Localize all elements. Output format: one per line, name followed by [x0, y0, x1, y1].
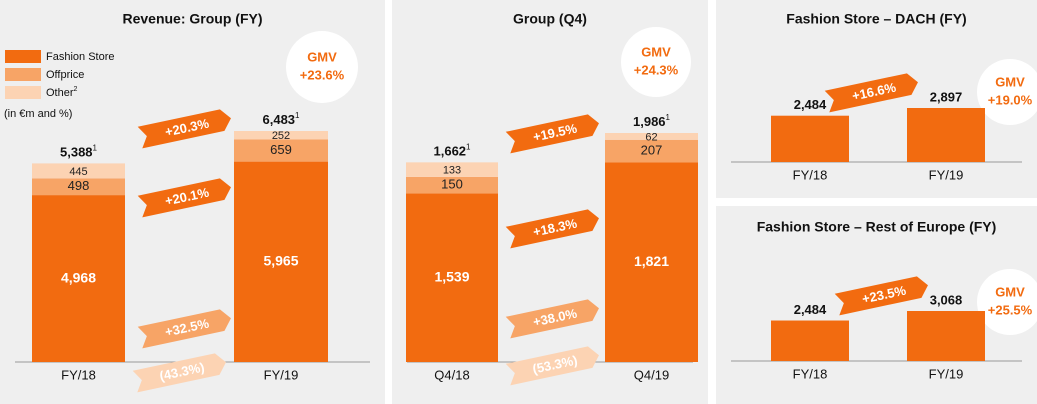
footnote: 2	[74, 86, 78, 93]
segment-label: 659	[270, 142, 292, 157]
bar-segment	[234, 131, 328, 140]
bar	[771, 115, 849, 162]
chart-title: Revenue: Group (FY)	[122, 11, 262, 27]
total-label: 1,9861	[633, 113, 671, 129]
legend-swatch	[5, 86, 41, 99]
bar	[907, 311, 985, 361]
arrow-shape	[137, 109, 231, 149]
total-label: 6,4831	[263, 111, 301, 127]
value-label: 3,068	[930, 292, 963, 307]
chart-title: Fashion Store – Rest of Europe (FY)	[757, 219, 997, 235]
note: (in €m and %)	[4, 108, 72, 120]
arrow-shape	[132, 353, 226, 393]
segment-label: 4,968	[61, 269, 96, 285]
legend-label: Offprice	[46, 69, 84, 81]
gmv-value: +24.3%	[634, 62, 679, 77]
legend-swatch	[5, 50, 41, 63]
x-tick-label: FY/18	[61, 367, 96, 382]
bar-segment	[605, 139, 698, 163]
total-label: 1,6621	[434, 142, 472, 158]
gmv-circle	[286, 31, 358, 103]
chart-title: Group (Q4)	[513, 11, 587, 27]
growth-arrow: +18.3%	[505, 209, 599, 249]
x-tick-label: FY/18	[793, 366, 828, 381]
bar-segment	[32, 195, 125, 362]
segment-label: 150	[441, 177, 463, 192]
legend-name: Fashion Store	[46, 51, 114, 63]
legend-label: Fashion Store	[46, 51, 114, 63]
arrow-shape	[137, 309, 231, 349]
x-tick-label: FY/19	[929, 167, 964, 182]
segment-label: 1,539	[434, 268, 469, 284]
gmv-label: GMV	[995, 284, 1025, 299]
chart-title: Fashion Store – DACH (FY)	[786, 11, 966, 27]
arrow-shape	[505, 209, 599, 249]
gmv-circle	[977, 269, 1037, 335]
gmv-label: GMV	[641, 44, 671, 59]
arrow-shape	[505, 346, 599, 386]
gmv-value: +23.6%	[300, 67, 345, 82]
legend-name: Offprice	[46, 69, 84, 81]
total-value: 1,662	[434, 144, 467, 159]
footnote: 1	[295, 111, 300, 120]
x-tick-label: Q4/18	[434, 367, 469, 382]
total-label: 5,3881	[60, 144, 98, 160]
footnote: 1	[666, 113, 671, 122]
gmv-circle	[977, 59, 1037, 125]
legend-swatch	[5, 68, 41, 81]
x-tick-label: Q4/19	[634, 367, 669, 382]
value-label: 2,484	[794, 97, 827, 112]
bar	[907, 108, 985, 162]
gmv-value: +25.5%	[988, 302, 1033, 317]
segment-label: 207	[641, 143, 663, 158]
arrow-shape	[505, 299, 599, 339]
total-value: 6,483	[263, 112, 296, 127]
gmv-label: GMV	[995, 74, 1025, 89]
bar-segment	[234, 161, 328, 362]
value-label: 2,897	[930, 89, 963, 104]
arrow-shape	[824, 73, 918, 113]
footnote: 1	[466, 142, 471, 151]
gmv-circle	[621, 27, 691, 97]
segment-label: 252	[272, 130, 290, 142]
legend-label: Other2	[46, 86, 78, 99]
bar-segment	[406, 176, 498, 194]
x-tick-label: FY/19	[929, 366, 964, 381]
x-tick-label: FY/18	[793, 167, 828, 182]
bar-segment	[32, 163, 125, 179]
segment-label: 445	[69, 166, 87, 178]
arrow-shape	[505, 114, 599, 154]
bar-segment	[605, 162, 698, 362]
footnote: 1	[93, 144, 98, 153]
bar	[771, 320, 849, 361]
value-label: 2,484	[794, 302, 827, 317]
bar-segment	[406, 162, 498, 177]
bar-segment	[605, 133, 698, 140]
gmv-label: GMV	[307, 49, 337, 64]
arrow-shape	[137, 178, 231, 218]
segment-label: 1,821	[634, 253, 669, 269]
total-value: 1,986	[633, 114, 666, 129]
arrow-shape	[834, 276, 928, 316]
bar-segment	[32, 178, 125, 196]
segment-label: 5,965	[263, 253, 298, 269]
segment-label: 62	[645, 131, 657, 143]
bar-segment	[406, 193, 498, 362]
gmv-value: +19.0%	[988, 92, 1033, 107]
total-value: 5,388	[60, 145, 93, 160]
bar-segment	[234, 139, 328, 162]
x-tick-label: FY/19	[264, 367, 299, 382]
legend-name: Other	[46, 87, 74, 99]
segment-label: 498	[68, 178, 90, 193]
segment-label: 133	[443, 165, 461, 177]
